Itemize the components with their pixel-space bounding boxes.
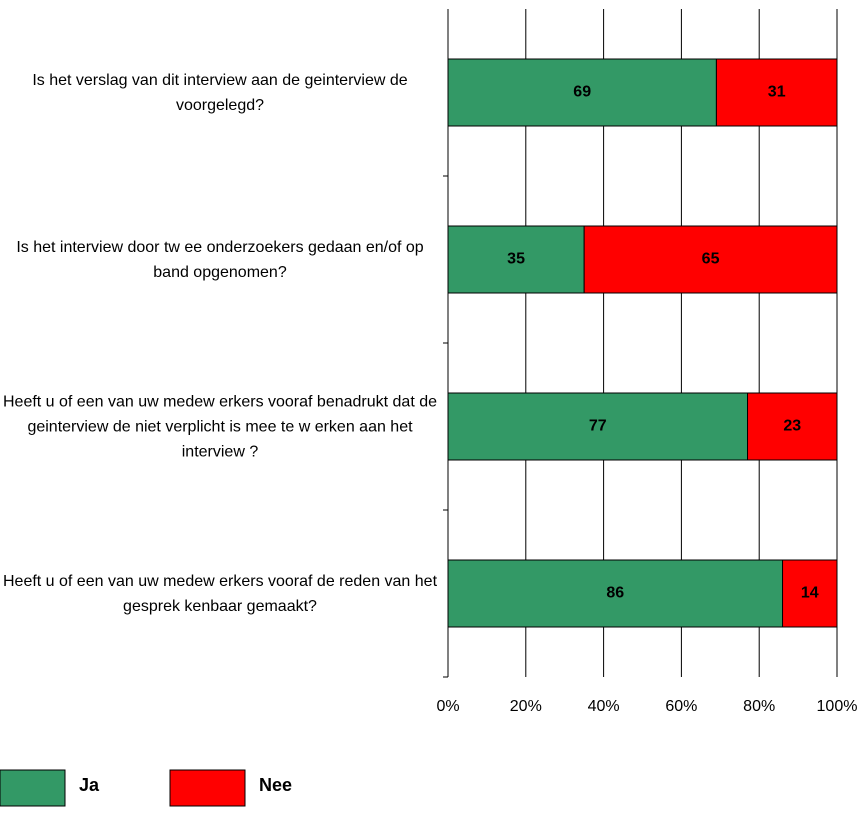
x-tick-label: 60% [665, 698, 697, 715]
category-label: Heeft u of een van uw medew erkers voora… [2, 393, 438, 460]
bar-segment [747, 392, 838, 461]
x-tick-label: 20% [510, 698, 542, 715]
category-label: Heeft u of een van uw medew erkers voora… [2, 572, 438, 615]
bar-segment [782, 559, 838, 628]
x-tick-label: 80% [743, 698, 775, 715]
legend-swatch [169, 769, 246, 807]
bar-segment [583, 225, 838, 294]
x-tick-label: 40% [588, 698, 620, 715]
data-label: 65 [702, 251, 720, 268]
category-label: Is het interview door tw ee onderzoekers… [16, 238, 424, 281]
x-tick-label: 0% [436, 698, 459, 715]
legend-label: Nee [259, 775, 292, 795]
bar-segment [447, 392, 749, 461]
data-label: 35 [507, 251, 525, 268]
bar-segment [447, 559, 784, 628]
data-label: 14 [801, 585, 819, 602]
x-tick-label: 100% [817, 698, 858, 715]
data-label: 77 [589, 418, 607, 435]
legend-swatch [0, 769, 66, 807]
legend-label: Ja [79, 775, 100, 795]
bar-segment [715, 58, 838, 127]
data-label: 23 [783, 418, 801, 435]
data-label: 69 [573, 84, 591, 101]
data-label: 86 [606, 585, 624, 602]
category-label: Is het verslag van dit interview aan de … [32, 71, 408, 114]
data-label: 31 [768, 84, 786, 101]
